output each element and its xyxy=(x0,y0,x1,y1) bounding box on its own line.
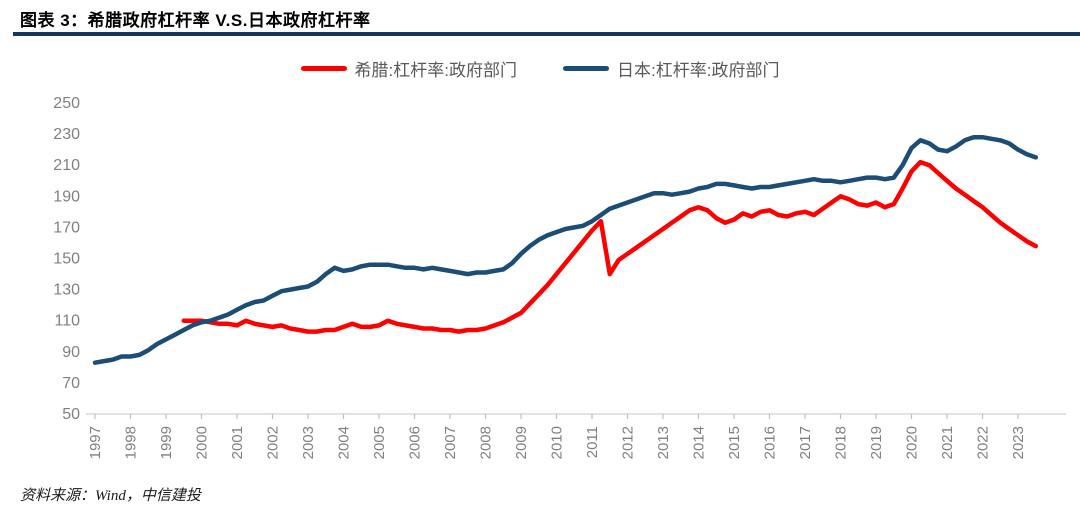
x-axis-tick-label: 2016 xyxy=(762,426,779,459)
y-axis-tick-label: 110 xyxy=(54,313,80,330)
x-axis-tick-label: 2020 xyxy=(904,426,921,459)
x-axis-tick-label: 2006 xyxy=(407,426,424,459)
y-axis-tick-label: 230 xyxy=(53,126,80,143)
legend-line-swatch-japan xyxy=(563,66,609,71)
x-axis-tick-label: 1999 xyxy=(158,426,175,459)
legend-item-japan: 日本:杠杆率:政府部门 xyxy=(563,56,779,81)
x-axis-tick-label: 2005 xyxy=(371,426,388,459)
x-axis-tick-label: 2007 xyxy=(442,426,459,459)
y-axis-tick-label: 90 xyxy=(62,344,80,361)
x-axis-tick-label: 1997 xyxy=(87,426,104,459)
x-axis-tick-label: 2014 xyxy=(691,426,708,459)
x-axis-tick-label: 2022 xyxy=(975,426,992,459)
legend-line-swatch-greece xyxy=(300,66,347,71)
x-axis-tick-label: 2002 xyxy=(265,426,282,459)
series-line-japan xyxy=(92,134,1039,365)
x-axis-tick-label: 2012 xyxy=(620,426,637,459)
legend-label-greece: 希腊:杠杆率:政府部门 xyxy=(354,61,517,80)
y-axis-tick-label: 210 xyxy=(53,157,80,174)
legend-label-japan: 日本:杠杆率:政府部门 xyxy=(617,61,780,80)
figure-title: 图表 3：希腊政府杠杆率 V.S.日本政府杠杆率 xyxy=(20,11,371,30)
y-axis-tick-label: 250 xyxy=(53,95,80,112)
x-axis-tick-label: 2018 xyxy=(833,426,850,459)
chart-canvas: 50 70 90 110 130 150 170 190 210 230 250 1997 1998 19… xyxy=(53,95,1066,459)
y-axis-tick-label: 170 xyxy=(53,219,80,236)
chart-area: 50 70 90 110 130 150 170 190 210 230 250 1997 1998 19… xyxy=(0,90,1080,482)
x-axis-tick-label: 2019 xyxy=(868,426,885,459)
x-axis-tick-label: 2010 xyxy=(549,426,566,459)
x-axis-tick-label: 2021 xyxy=(939,426,956,459)
x-axis-tick-label: 2015 xyxy=(726,426,743,459)
y-axis-tick-label: 150 xyxy=(53,251,80,268)
x-axis-tick-label: 2000 xyxy=(194,426,211,459)
x-axis-tick-label: 2009 xyxy=(513,426,530,459)
y-axis-tick-label: 190 xyxy=(53,188,80,205)
x-axis-tick-label: 2001 xyxy=(229,426,246,459)
legend-item-greece: 希腊:杠杆率:政府部门 xyxy=(300,56,517,81)
x-axis-tick-label: 2013 xyxy=(655,426,672,459)
x-axis-tick-label: 2023 xyxy=(1010,426,1027,459)
title-divider xyxy=(13,32,1080,36)
y-axis-tick-label: 130 xyxy=(53,282,80,299)
series-line-greece xyxy=(181,159,1039,334)
source-note: 资料来源：Wind，中信建投 xyxy=(20,488,201,504)
x-axis-tick-label: 2004 xyxy=(336,426,353,459)
chart-legend: 希腊:杠杆率:政府部门 日本:杠杆率:政府部门 xyxy=(0,56,1080,81)
y-axis-tick-label: 50 xyxy=(62,406,80,423)
x-axis-tick-label: 2008 xyxy=(478,426,495,459)
x-axis-tick-label: 1998 xyxy=(123,426,140,459)
y-axis-tick-label: 70 xyxy=(62,375,80,392)
x-axis-tick-label: 2003 xyxy=(300,426,317,459)
x-axis-tick-label: 2017 xyxy=(797,426,814,459)
x-axis-tick-label: 2011 xyxy=(584,426,601,458)
